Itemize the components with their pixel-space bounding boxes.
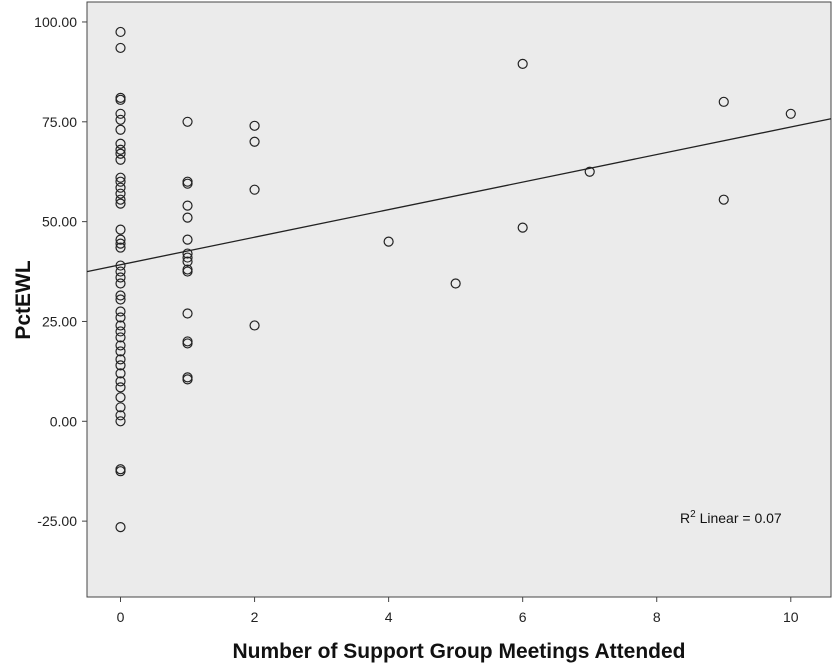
r-squared-value: Linear = 0.07 — [696, 510, 782, 526]
data-point — [115, 522, 126, 533]
data-point — [115, 266, 126, 277]
data-point — [115, 466, 126, 477]
data-point — [249, 136, 260, 147]
data-point — [115, 382, 126, 393]
r-squared-prefix: R — [680, 510, 690, 526]
linear-fit-line — [86, 118, 832, 273]
data-point — [115, 346, 126, 357]
y-axis-title: PctEWL — [12, 260, 35, 340]
x-tick-label: 2 — [251, 609, 259, 625]
data-point — [115, 376, 126, 387]
data-point — [115, 198, 126, 209]
data-point — [115, 306, 126, 317]
x-tick-label: 8 — [653, 609, 661, 625]
data-point — [115, 416, 126, 427]
data-point — [182, 338, 193, 349]
data-point — [718, 96, 729, 107]
data-point — [182, 248, 193, 259]
data-point — [383, 236, 394, 247]
data-point — [115, 392, 126, 403]
plot-area — [86, 1, 832, 598]
y-tick-label: 100.00 — [34, 14, 77, 30]
y-tick-label: 50.00 — [42, 214, 77, 230]
x-tick-label: 6 — [519, 609, 527, 625]
data-point — [115, 332, 126, 343]
data-point — [115, 368, 126, 379]
y-tick-label: 75.00 — [42, 114, 77, 130]
data-point — [115, 410, 126, 421]
x-axis-title: Number of Support Group Meetings Attende… — [232, 640, 685, 663]
data-point — [182, 178, 193, 189]
data-point — [115, 94, 126, 105]
data-point — [115, 278, 126, 289]
data-point — [115, 182, 126, 193]
data-point — [517, 222, 528, 233]
data-point — [182, 116, 193, 127]
data-point — [115, 242, 126, 253]
r-squared-label: R2 Linear = 0.07 — [680, 509, 782, 526]
data-point — [115, 340, 126, 351]
data-point — [182, 212, 193, 223]
data-point — [115, 354, 126, 365]
x-tick-label: 4 — [385, 609, 393, 625]
data-point — [115, 224, 126, 235]
data-point — [182, 200, 193, 211]
data-point — [115, 290, 126, 301]
data-point — [115, 360, 126, 371]
data-point — [115, 172, 126, 183]
data-point — [182, 252, 193, 263]
data-point — [115, 326, 126, 337]
y-tick-label: -25.00 — [37, 513, 77, 529]
data-point — [115, 108, 126, 119]
data-point — [182, 234, 193, 245]
data-point — [115, 320, 126, 331]
data-point — [249, 120, 260, 131]
data-point — [115, 272, 126, 283]
data-point — [115, 154, 126, 165]
data-point — [450, 278, 461, 289]
data-point — [115, 238, 126, 249]
x-tick-label: 0 — [117, 609, 125, 625]
data-point — [182, 266, 193, 277]
data-point — [584, 166, 595, 177]
data-point — [785, 108, 796, 119]
data-point — [115, 124, 126, 135]
data-point — [115, 188, 126, 199]
data-point — [115, 138, 126, 149]
data-point — [115, 176, 126, 187]
data-point — [115, 26, 126, 38]
data-point — [115, 402, 126, 413]
chart-marks — [86, 26, 832, 533]
data-point — [115, 144, 126, 155]
data-point — [718, 194, 729, 205]
data-point — [115, 234, 126, 245]
data-point — [249, 320, 260, 331]
data-point — [115, 194, 126, 205]
y-tick-label: 0.00 — [50, 413, 77, 429]
data-point — [517, 58, 528, 69]
data-point — [115, 294, 126, 305]
data-point — [182, 308, 193, 319]
r-squared-superscript: 2 — [690, 509, 696, 520]
x-tick-label: 10 — [783, 609, 799, 625]
y-tick-label: 25.00 — [42, 313, 77, 329]
data-point — [182, 374, 193, 385]
data-point — [115, 312, 126, 323]
data-point — [115, 148, 126, 159]
data-point — [115, 260, 126, 271]
data-point — [115, 114, 126, 125]
data-point — [249, 184, 260, 195]
data-point — [115, 42, 126, 54]
data-point — [182, 256, 193, 267]
